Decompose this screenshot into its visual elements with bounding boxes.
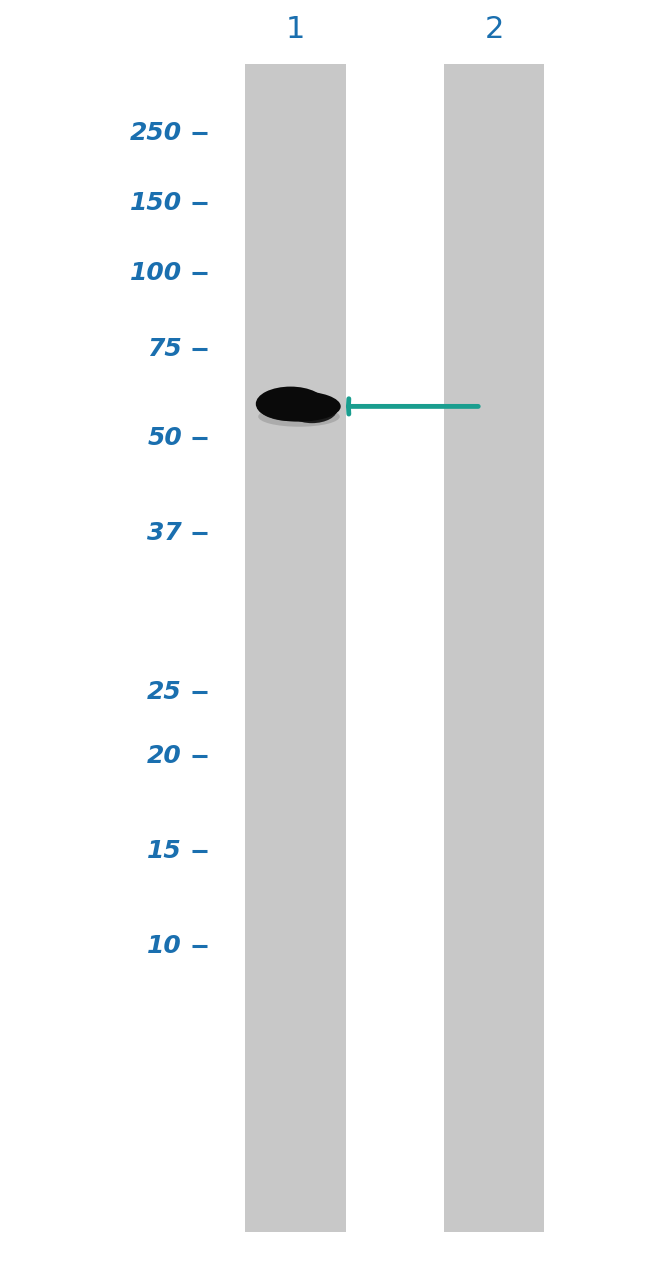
Text: 100: 100 — [130, 262, 182, 284]
Bar — [443, 64, 545, 1232]
Ellipse shape — [287, 395, 337, 423]
Text: 50: 50 — [148, 427, 182, 450]
Text: 250: 250 — [130, 122, 182, 145]
Text: 25: 25 — [148, 681, 182, 704]
Ellipse shape — [257, 391, 341, 422]
Text: 75: 75 — [148, 338, 182, 361]
Text: 10: 10 — [148, 935, 182, 958]
Text: 20: 20 — [148, 744, 182, 767]
Text: 15: 15 — [148, 839, 182, 862]
Ellipse shape — [258, 406, 340, 427]
Ellipse shape — [256, 386, 325, 422]
Text: 37: 37 — [148, 522, 182, 545]
Text: 150: 150 — [130, 192, 182, 215]
Text: 1: 1 — [286, 15, 306, 44]
Bar — [246, 64, 346, 1232]
Text: 2: 2 — [484, 15, 504, 44]
